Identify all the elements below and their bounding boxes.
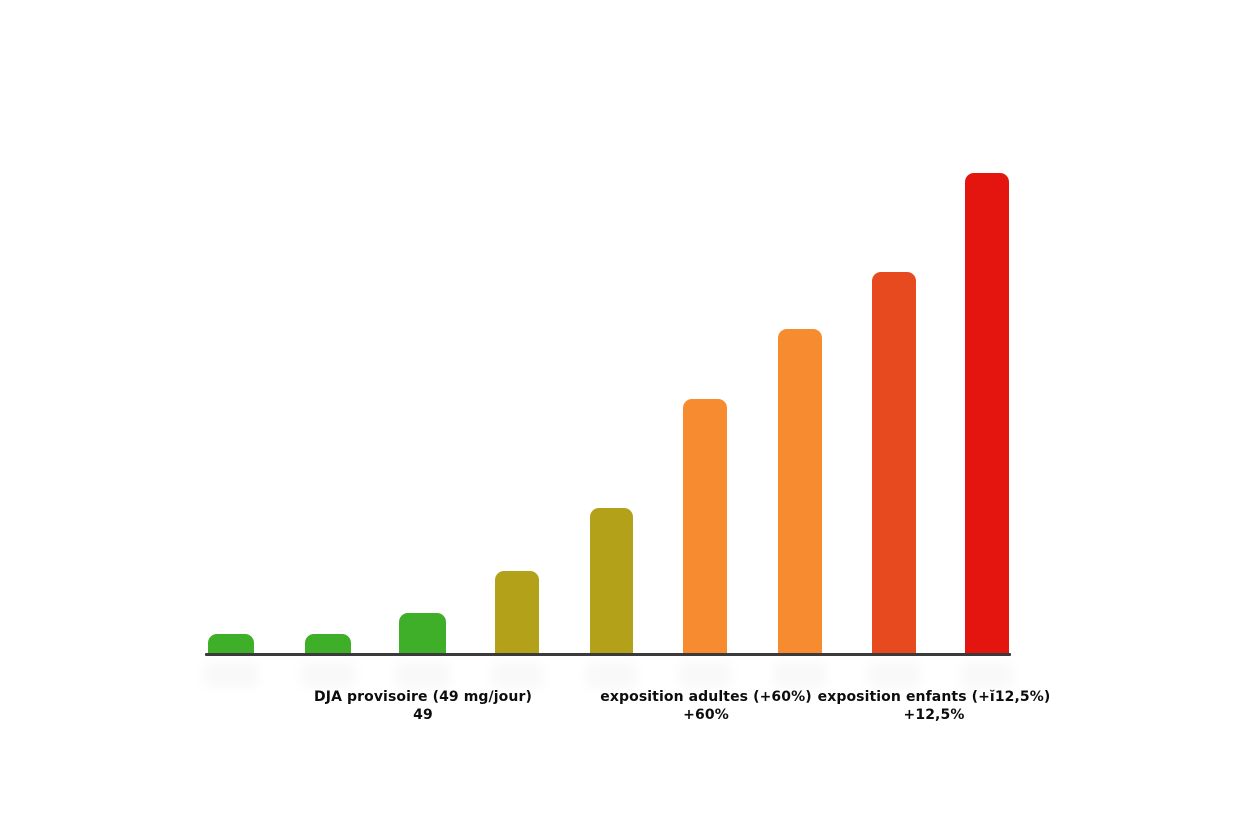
bar-3 — [399, 613, 446, 653]
group-label-3-line1: exposition enfants (+ĭ12,5%) — [817, 689, 1051, 705]
bar-reflection-1 — [204, 662, 258, 688]
group-label-1: DJA provisoire (49 mg/jour) 49 — [314, 689, 532, 724]
bar-5 — [590, 508, 633, 653]
bar-reflection-7 — [774, 662, 826, 688]
bar-8 — [872, 272, 916, 653]
group-label-1-line2: 49 — [413, 706, 433, 723]
bar-4 — [495, 571, 539, 653]
bar-7 — [778, 329, 822, 653]
bar-reflection-8 — [868, 662, 920, 688]
group-label-3: exposition enfants (+ĭ12,5%) +12,5% — [818, 689, 1051, 724]
bar-reflection-5 — [586, 662, 637, 688]
x-axis-baseline — [205, 653, 1011, 656]
bar-reflection-3 — [395, 662, 450, 688]
group-label-1-line1: DJA provisoire (49 mg/jour) — [314, 689, 532, 705]
bar-reflection-6 — [679, 662, 731, 688]
bar-6 — [683, 399, 727, 653]
bar-reflection-4 — [491, 662, 543, 688]
bar-2 — [305, 634, 351, 653]
bar-reflection-9 — [961, 662, 1013, 688]
bar-1 — [208, 634, 254, 653]
bar-reflection-2 — [301, 662, 355, 688]
group-label-2-line2: +60% — [683, 706, 729, 723]
bar-9 — [965, 173, 1009, 653]
group-label-2: exposition adultes (+60%) +60% — [600, 689, 811, 724]
group-label-2-line1: exposition adultes (+60%) — [600, 689, 812, 705]
group-label-3-line2: +12,5% — [903, 706, 965, 723]
